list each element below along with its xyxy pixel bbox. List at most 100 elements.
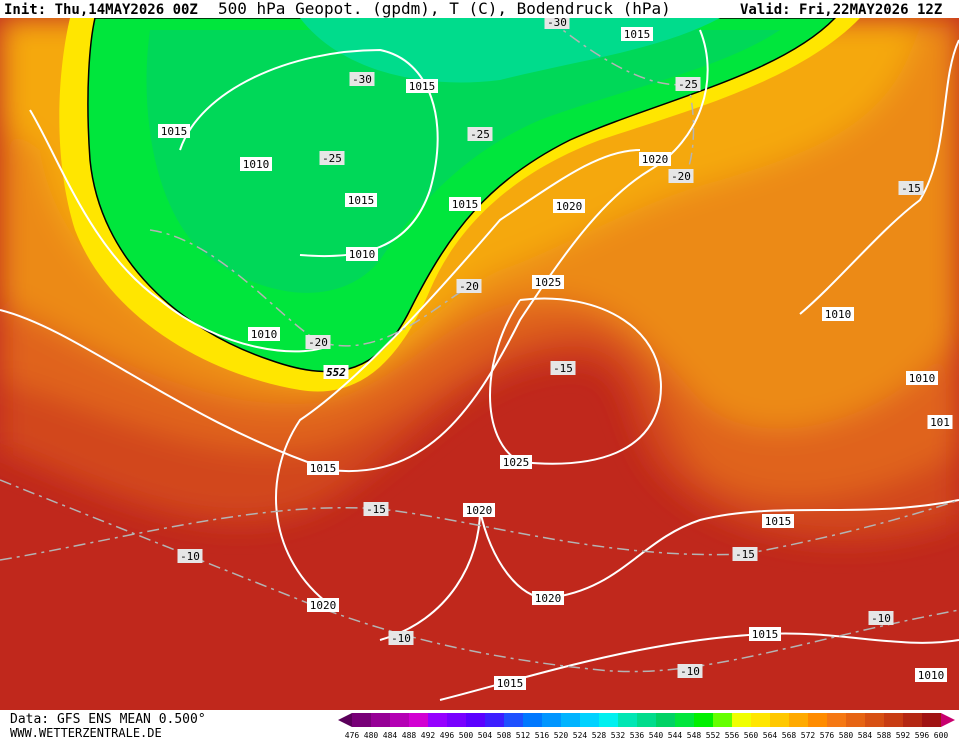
label-box [762, 514, 794, 528]
scale-label: 584 [858, 731, 873, 740]
scale-label: 512 [516, 731, 531, 740]
scale-box [390, 713, 409, 727]
scale-box [580, 713, 599, 727]
label-box [158, 124, 190, 138]
scale-arrow [941, 713, 955, 727]
label-box [621, 27, 653, 41]
contour-label: 1020 [310, 599, 337, 612]
scale-label: 548 [687, 731, 702, 740]
scale-box [371, 713, 390, 727]
scale-box [523, 713, 542, 727]
contour-label: 1015 [752, 628, 779, 641]
label-box [822, 307, 854, 321]
label-box [544, 18, 570, 29]
contour-label: 1015 [452, 198, 479, 211]
scale-label: 600 [934, 731, 949, 740]
scale-label: 480 [364, 731, 379, 740]
scale-box [656, 713, 675, 727]
label-box [388, 631, 414, 645]
label-box [345, 193, 377, 207]
label-box [346, 247, 378, 261]
scale-label: 580 [839, 731, 854, 740]
scale-box [770, 713, 789, 727]
scale-label: 560 [744, 731, 759, 740]
scale-box [428, 713, 447, 727]
label-box [349, 72, 375, 86]
contour-label: -10 [180, 550, 200, 563]
scale-label: 588 [877, 731, 892, 740]
contour-label: -20 [459, 280, 479, 293]
scale-label: 596 [915, 731, 930, 740]
site-url: WWW.WETTERZENTRALE.DE [10, 726, 162, 740]
scale-box [352, 713, 371, 727]
contour-label: -15 [901, 182, 921, 195]
contour-label: -25 [322, 152, 342, 165]
contour-label: -20 [671, 170, 691, 183]
scale-label: 536 [630, 731, 645, 740]
contour-label: 1025 [503, 456, 530, 469]
scale-box [466, 713, 485, 727]
label-box [749, 627, 781, 641]
scale-label: 508 [497, 731, 512, 740]
label-box [456, 279, 482, 293]
scale-label: 488 [402, 731, 417, 740]
scale-label: 504 [478, 731, 493, 740]
scale-box [618, 713, 637, 727]
label-box [550, 361, 576, 375]
scale-label: 484 [383, 731, 398, 740]
scale-label: 516 [535, 731, 550, 740]
scale-box [485, 713, 504, 727]
scale-label: 552 [706, 731, 721, 740]
contour-label: 1010 [243, 158, 270, 171]
scale-box [922, 713, 941, 727]
scale-label: 496 [440, 731, 455, 740]
scale-box [599, 713, 618, 727]
contour-label: 1015 [161, 125, 188, 138]
label-box [915, 668, 947, 682]
contour-label: 1015 [497, 677, 524, 690]
label-box [248, 327, 280, 341]
contour-label: 1025 [535, 276, 562, 289]
label-box [305, 335, 331, 349]
contour-label: 1010 [825, 308, 852, 321]
scale-box [637, 713, 656, 727]
scale-label: 492 [421, 731, 436, 740]
contour-label: 552 [326, 366, 346, 379]
contour-label: 1020 [642, 153, 669, 166]
contour-label: 101 [930, 416, 950, 429]
label-box [553, 199, 585, 213]
contour-label: -10 [391, 632, 411, 645]
label-box [449, 197, 481, 211]
scale-label: 532 [611, 731, 626, 740]
label-box [240, 157, 272, 171]
label-box [927, 415, 953, 429]
label-box [463, 503, 495, 517]
scale-label: 500 [459, 731, 474, 740]
scale-box [713, 713, 732, 727]
contour-label: -30 [352, 73, 372, 86]
valid-time: Valid: Fri,22MAY2026 12Z [740, 2, 942, 18]
scale-box [827, 713, 846, 727]
label-box [677, 664, 703, 678]
color-scale: 476 480 484 488 492 496 500 504 508 512 516 520 524 5… [338, 713, 955, 740]
scale-box [409, 713, 428, 727]
label-box [177, 549, 203, 563]
label-box [898, 181, 924, 195]
contour-label: 1010 [918, 669, 945, 682]
label-box [532, 591, 564, 605]
scale-label: 524 [573, 731, 588, 740]
scale-box [447, 713, 466, 727]
scale-arrow [338, 713, 352, 727]
contour-label: 1015 [348, 194, 375, 207]
label-box [307, 598, 339, 612]
scale-box [903, 713, 922, 727]
scale-box [751, 713, 770, 727]
init-time: Init: Thu,14MAY2026 00Z [4, 2, 198, 18]
scale-label: 592 [896, 731, 911, 740]
scale-box [694, 713, 713, 727]
contour-label: -10 [680, 665, 700, 678]
contour-label: -30 [547, 16, 567, 29]
contour-label: 1015 [409, 80, 436, 93]
